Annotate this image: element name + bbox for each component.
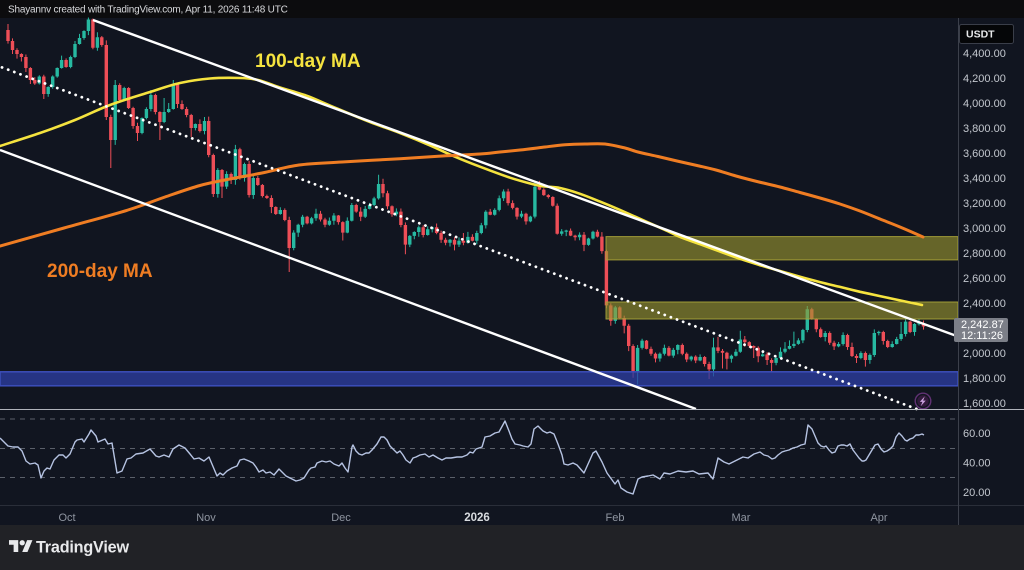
svg-text:1,800.00: 1,800.00: [963, 373, 1006, 385]
svg-text:Dec: Dec: [331, 512, 351, 524]
svg-text:20.00: 20.00: [963, 487, 991, 499]
svg-text:2,242.87: 2,242.87: [961, 319, 1004, 331]
svg-text:100-day MA: 100-day MA: [255, 51, 361, 72]
svg-text:4,000.00: 4,000.00: [963, 98, 1006, 110]
svg-text:Mar: Mar: [732, 512, 751, 524]
svg-text:TradingView: TradingView: [36, 539, 129, 557]
svg-text:200-day MA: 200-day MA: [47, 261, 153, 282]
svg-text:Shayannv created with TradingV: Shayannv created with TradingView.com, A…: [8, 5, 288, 16]
svg-text:2,400.00: 2,400.00: [963, 298, 1006, 310]
svg-text:3,400.00: 3,400.00: [963, 173, 1006, 185]
svg-text:1,600.00: 1,600.00: [963, 398, 1006, 410]
svg-text:Oct: Oct: [58, 512, 75, 524]
svg-text:60.00: 60.00: [963, 428, 991, 440]
svg-text:Feb: Feb: [606, 512, 625, 524]
svg-text:4,400.00: 4,400.00: [963, 48, 1006, 60]
svg-text:2,000.00: 2,000.00: [963, 348, 1006, 360]
svg-text:2,800.00: 2,800.00: [963, 248, 1006, 260]
svg-text:40.00: 40.00: [963, 458, 991, 470]
svg-text:4,200.00: 4,200.00: [963, 73, 1006, 85]
svg-text:3,000.00: 3,000.00: [963, 223, 1006, 235]
svg-text:2026: 2026: [464, 512, 490, 524]
svg-text:Apr: Apr: [870, 512, 887, 524]
svg-text:3,800.00: 3,800.00: [963, 123, 1006, 135]
svg-text:Nov: Nov: [196, 512, 216, 524]
svg-text:2,600.00: 2,600.00: [963, 273, 1006, 285]
svg-text:12:11:26: 12:11:26: [961, 330, 1003, 342]
svg-text:USDT: USDT: [966, 29, 995, 41]
svg-text:3,200.00: 3,200.00: [963, 198, 1006, 210]
svg-text:3,600.00: 3,600.00: [963, 148, 1006, 160]
